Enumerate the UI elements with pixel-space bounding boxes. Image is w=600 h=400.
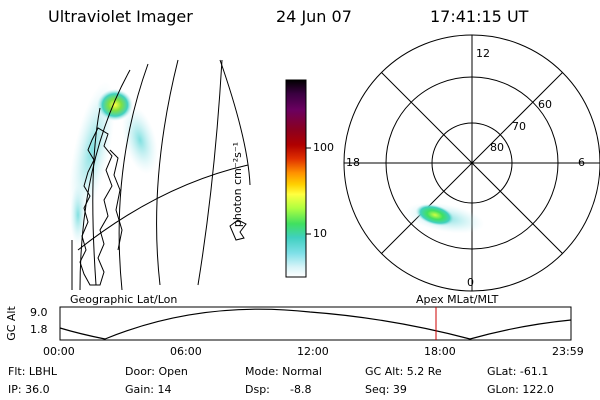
glat-info: GLat: -61.1 bbox=[487, 365, 549, 378]
date-label: 24 Jun 07 bbox=[276, 7, 352, 26]
mlat-label-60: 60 bbox=[538, 98, 552, 111]
geographic-map-panel bbox=[69, 59, 251, 291]
aurora-emission-spot bbox=[415, 204, 455, 226]
geographic-panel-label: Geographic Lat/Lon bbox=[70, 293, 178, 306]
mlt-label-18: 18 bbox=[346, 156, 360, 169]
glon-info: GLon: 122.0 bbox=[487, 383, 554, 396]
door-info: Door: Open bbox=[125, 365, 188, 378]
gain-info: Gain: 14 bbox=[125, 383, 172, 396]
polar-plot bbox=[343, 34, 600, 292]
time-axis-tick: 18:00 bbox=[424, 345, 456, 358]
aurora-haze bbox=[70, 185, 86, 245]
dsp-info-label: Dsp: bbox=[245, 383, 270, 396]
colorbar-tick-10: 10 bbox=[313, 227, 327, 240]
seq-info: Seq: 39 bbox=[365, 383, 407, 396]
time-axis-tick: 23:59 bbox=[552, 345, 584, 358]
mlt-label-0: 0 bbox=[467, 276, 474, 289]
apex-panel-label: Apex MLat/MLT bbox=[416, 293, 499, 306]
gc-alt-tick-high: 9.0 bbox=[30, 306, 48, 319]
mlat-label-80: 80 bbox=[490, 141, 504, 154]
mlt-label-12: 12 bbox=[476, 47, 490, 60]
gc-alt-plot bbox=[59, 306, 572, 341]
time-axis-tick: 12:00 bbox=[297, 345, 329, 358]
time-label: 17:41:15 UT bbox=[430, 7, 529, 26]
colorbar-tick-100: 100 bbox=[313, 141, 334, 154]
ip-info: IP: 36.0 bbox=[8, 383, 50, 396]
dsp-info-value: -8.8 bbox=[290, 383, 312, 396]
mode-info: Mode: Normal bbox=[245, 365, 322, 378]
gc-alt-info: GC Alt: 5.2 Re bbox=[365, 365, 442, 378]
gc-alt-ylabel: GC Alt bbox=[4, 306, 18, 341]
mlat-label-70: 70 bbox=[512, 120, 526, 133]
gc-alt-tick-low: 1.8 bbox=[30, 323, 48, 336]
time-axis-tick: 00:00 bbox=[43, 345, 75, 358]
filter-info: Flt: LBHL bbox=[8, 365, 57, 378]
instrument-title: Ultraviolet Imager bbox=[48, 7, 193, 26]
aurora-emission-spot bbox=[97, 89, 133, 121]
mlt-label-6: 6 bbox=[578, 156, 585, 169]
colorbar bbox=[285, 79, 307, 278]
time-axis-tick: 06:00 bbox=[170, 345, 202, 358]
colorbar-unit-label: photon cm⁻²s⁻¹ bbox=[231, 141, 245, 228]
